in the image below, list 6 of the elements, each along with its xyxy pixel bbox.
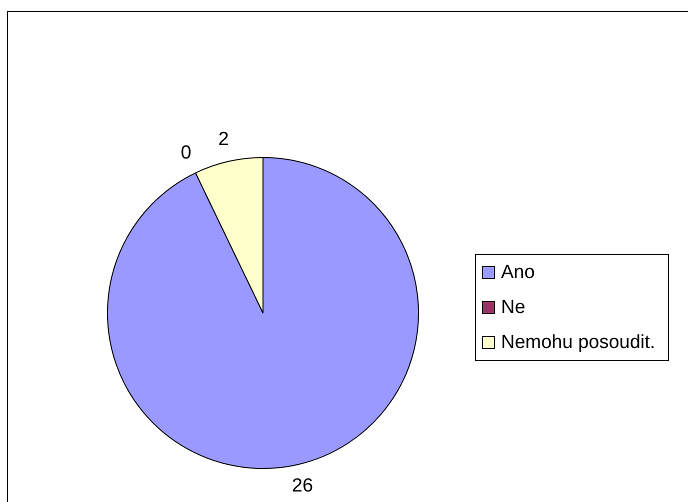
text: 0: [180, 142, 192, 164]
legend-label: Ne: [501, 296, 526, 318]
legend-label: Ano: [501, 262, 535, 284]
legend-label: Nemohu posoudit.: [501, 332, 656, 354]
data-label: 2: [218, 129, 229, 150]
data-label: 26: [292, 475, 314, 496]
